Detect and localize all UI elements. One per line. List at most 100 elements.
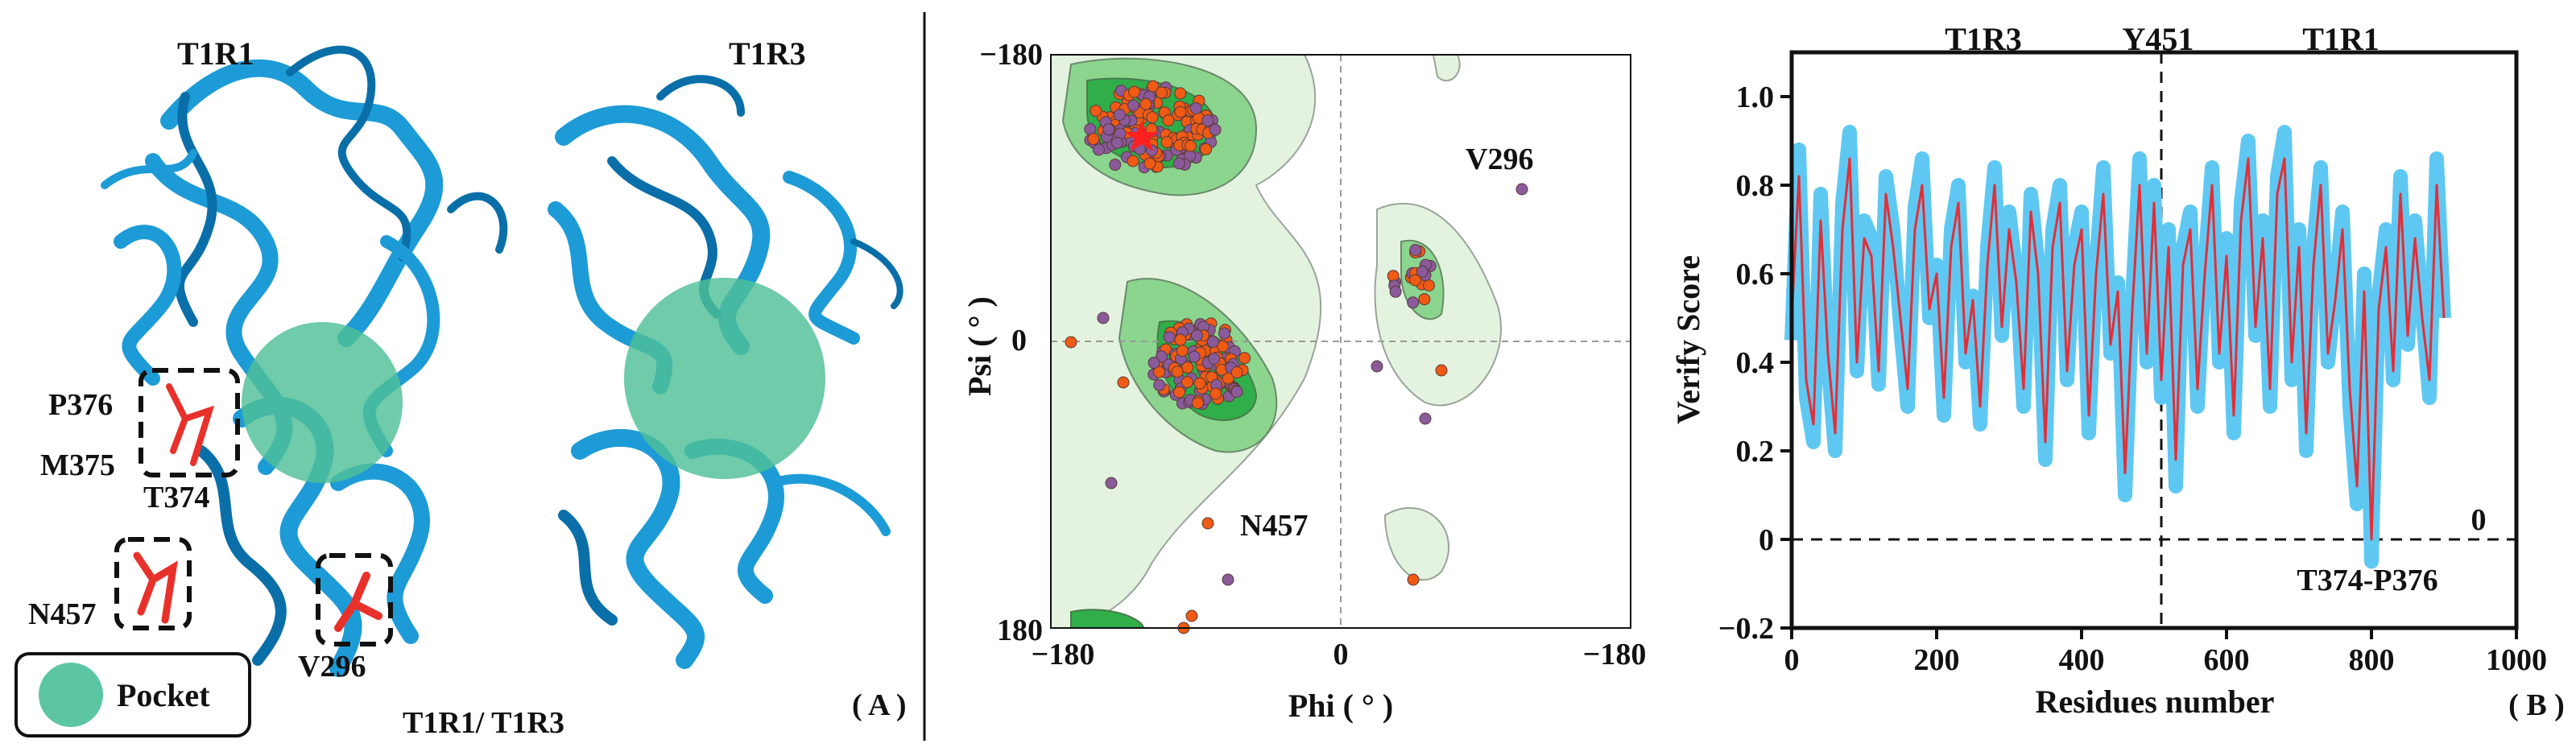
rama-point [1193,377,1206,390]
verify-annotation: T374-P376 [2297,564,2437,597]
rama-point [1407,296,1420,309]
rama-point [1087,133,1100,146]
label-complex: T1R1/ T1R3 [403,706,564,740]
rama-point [1173,386,1185,399]
label-t1r3: T1R3 [729,35,806,72]
rama-point [1147,357,1160,370]
residue-highlights [114,368,393,647]
rama-point [1153,366,1165,378]
rama-point [1191,397,1204,410]
panel-a-structure: T1R1 T1R3 P376 M375 T374 N457 V296 T1R1/… [14,35,907,740]
rama-point [1185,139,1197,152]
rama-point [1174,333,1187,346]
rama-point [1160,136,1173,149]
rama-point-outlier [1065,336,1077,349]
rama-point [1127,155,1139,167]
rama-glycine-star [1125,121,1159,151]
verify-ylabel: Verify Score [1670,255,1706,424]
rama-point [1209,123,1222,136]
rama-point [1102,123,1115,136]
rama-point [1176,345,1189,357]
verify-xtick-label: 200 [1914,643,1960,677]
verify-xtick-label: 0 [1784,643,1800,677]
verify-reference-lines [1792,52,2516,628]
rama-point [1190,329,1203,342]
rama-point [1180,376,1193,389]
rama-point [1418,293,1431,306]
ramachandran-plot: −180 0 180 −180 0 −180 Phi ( ° ) Psi ( °… [961,38,1646,724]
rama-ytick-top: −180 [979,38,1043,72]
legend-swatch [39,663,103,727]
rama-xlabel: Phi ( ° ) [1288,688,1393,724]
label-p376: P376 [48,388,113,422]
rama-annotation-n457: N457 [1240,509,1308,543]
rama-ytick-mid: 0 [1011,324,1027,357]
rama-point [1092,143,1105,156]
rama-residue-points [1065,80,1528,634]
rama-point-outlier [1117,376,1130,389]
rama-ylabel: Psi ( ° ) [961,296,998,396]
verify-axis-ticks: 0 200 400 600 800 1000 −0.2 0 0.2 0.4 0.6 0.8 1.0 [1718,81,2547,677]
rama-point [1174,87,1187,100]
rama-ytick-bottom: 180 [997,613,1043,647]
rama-point-outlier [1419,412,1432,425]
rama-point [1188,350,1201,363]
verify-xlabel: Residues number [2036,684,2275,720]
panel-label-a: ( A ) [852,688,907,722]
rama-point-outlier [1097,312,1110,324]
rama-point [1174,105,1187,118]
rama-point [1409,244,1422,256]
rama-point-outlier [1515,183,1528,196]
rama-xtick-left: −180 [1032,638,1095,671]
rama-point [1238,352,1251,365]
rama-point [1146,111,1159,124]
rama-point [1189,102,1202,114]
verify-xtick-label: 600 [2204,643,2250,677]
verify-series-avg-line [1790,157,2446,541]
pocket-legend: Pocket [14,652,251,737]
rama-point [1147,80,1160,93]
rama-frame [1050,54,1631,629]
rama-point [1201,114,1214,127]
rama-point [1389,285,1402,298]
verify-xtick-label: 1000 [2486,643,2547,677]
residue-sticks-v296 [334,572,382,632]
verify-zero-label: 0 [2471,503,2487,537]
rama-point [1156,86,1168,99]
rama-point [1207,336,1219,349]
rama-point-outlier [1407,573,1420,586]
verify-ytick-label: 1.0 [1736,81,1775,114]
rama-point-outlier [1105,477,1118,490]
rama-point-outlier [1371,360,1383,373]
ligand-pockets [242,278,825,483]
verify-plot-frame [1789,50,2519,630]
verify-series [1784,125,2451,569]
rama-point [1218,327,1230,340]
label-m375: M375 [40,448,115,482]
rama-point [1209,387,1222,400]
rama-point [1172,157,1185,170]
verify-ytick-label: 0.4 [1736,346,1775,380]
rama-point-outlier [1435,364,1448,377]
rama-point [1153,378,1166,391]
rama-point [1171,366,1184,378]
rama-point [1208,353,1221,365]
verify-divider-label: Y451 [2123,21,2194,57]
verify-series-raw-line [1784,125,2451,569]
legend-label: Pocket [117,677,210,713]
verify-region-label-t1r1: T1R1 [2302,21,2380,57]
rama-point [1230,366,1243,378]
verify-score-chart: 0 200 400 600 800 1000 −0.2 0 0.2 0.4 0.6 0.8 1.0 T1… [1670,21,2565,722]
rama-xtick-mid: 0 [1333,638,1349,671]
rama-point-outlier [1201,517,1214,530]
rama-point [1109,159,1122,171]
verify-ytick-label: 0.6 [1736,258,1775,291]
verify-region-label-t1r3: T1R3 [1945,21,2022,57]
rama-point-outlier [1222,573,1234,586]
rama-point [1128,85,1141,98]
rama-annotation-v296: V296 [1466,143,1533,176]
rama-point [1139,97,1152,110]
rama-point-outlier [1185,609,1198,622]
rama-region-outer-top [1432,54,1461,82]
